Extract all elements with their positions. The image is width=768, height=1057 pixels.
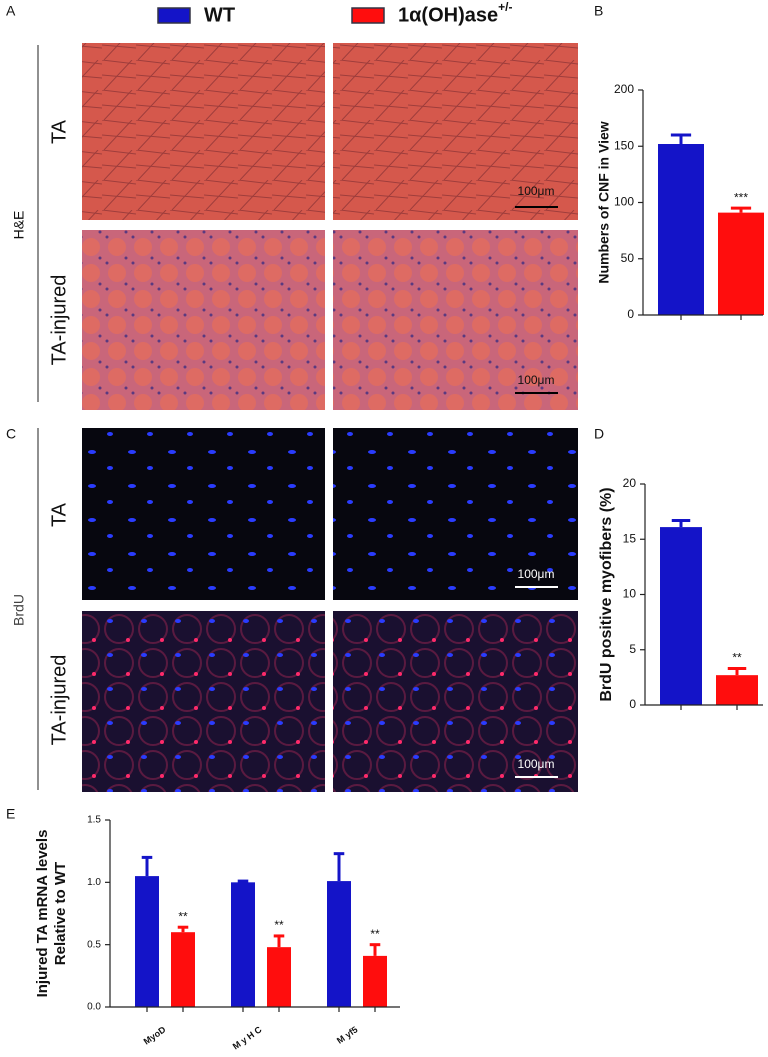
micrograph (333, 43, 578, 220)
bar (171, 932, 195, 1007)
y-tick-label: 100 (614, 195, 634, 209)
significance: ** (732, 651, 742, 665)
row-label: TA-injured (48, 275, 70, 366)
panel-label: E (6, 806, 15, 822)
y-tick-label: 0.5 (87, 939, 101, 950)
y-tick-label: 200 (614, 82, 634, 96)
x-tick-label: MyoD (142, 1024, 168, 1047)
significance: *** (734, 190, 748, 204)
y-tick-label: 15 (623, 531, 637, 545)
panel-label: D (594, 426, 604, 442)
y-axis-label: Injured TA mRNA levels (34, 830, 51, 998)
bar (718, 212, 764, 315)
y-axis-label: Numbers of CNF in View (596, 121, 612, 283)
y-tick-label: 20 (623, 476, 637, 490)
micrograph (82, 230, 325, 410)
significance: ** (178, 909, 188, 923)
panel-label: C (6, 426, 16, 442)
bar (231, 882, 255, 1007)
y-axis-label: BrdU positive myofibers (%) (598, 487, 615, 701)
y-tick-label: 0 (629, 697, 636, 711)
x-tick-label: M yf5 (335, 1024, 360, 1045)
micrograph (333, 611, 578, 792)
micrograph (82, 611, 325, 792)
bar (716, 675, 758, 705)
x-tick-label: M y H C (231, 1024, 264, 1051)
y-tick-label: 1.5 (87, 815, 101, 826)
micrograph (333, 230, 578, 410)
scale-label: 100μm (518, 567, 555, 581)
y-tick-label: 5 (629, 642, 636, 656)
panel-label: B (594, 3, 603, 19)
legend-swatch (157, 7, 191, 24)
scale-label: 100μm (518, 757, 555, 771)
micrograph (82, 43, 325, 220)
bar (135, 876, 159, 1007)
y-tick-label: 10 (623, 587, 637, 601)
y-tick-label: 0 (627, 307, 634, 321)
row-label: TA (48, 119, 70, 144)
legend-label: 1α(OH)ase+/- (398, 0, 512, 26)
y-tick-label: 0.0 (87, 1002, 101, 1013)
scale-label: 100μm (518, 184, 555, 198)
legend-swatch (351, 7, 385, 24)
y-tick-label: 150 (614, 138, 634, 152)
micrograph (82, 428, 325, 600)
group-label: H&E (11, 211, 27, 240)
significance: ** (274, 918, 284, 932)
row-label: TA-injured (48, 655, 70, 746)
row-label: TA (48, 502, 70, 527)
y-axis-label: Relative to WT (52, 862, 69, 965)
y-tick-label: 50 (621, 251, 635, 265)
bar (327, 881, 351, 1007)
bar (660, 527, 702, 705)
bar (658, 144, 704, 315)
legend-superscript: +/- (498, 0, 512, 14)
group-label: BrdU (11, 594, 27, 626)
bar (267, 947, 291, 1007)
bar (363, 955, 387, 1007)
scale-label: 100μm (518, 373, 555, 387)
panel-label: A (6, 3, 16, 19)
micrograph (333, 428, 578, 600)
y-tick-label: 1.0 (87, 877, 101, 888)
significance: ** (370, 927, 380, 941)
legend-label: WT (204, 4, 235, 26)
